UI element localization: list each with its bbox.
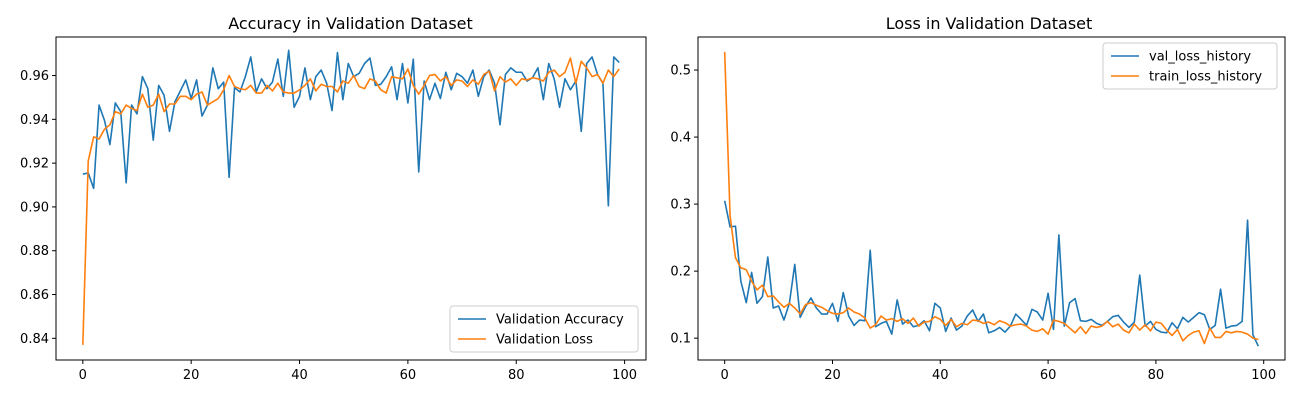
loss-y-tick-label: 0.2 xyxy=(670,265,691,280)
loss-legend: val_loss_history train_loss_history xyxy=(1102,42,1278,90)
loss-chart-title: Loss in Validation Dataset xyxy=(886,14,1093,33)
accuracy-legend: Validation Accuracy Validation Loss xyxy=(449,305,639,353)
loss-x-tick-label: 40 xyxy=(932,368,949,383)
loss-y-tick-label: 0.1 xyxy=(670,332,691,347)
accuracy-x-tick-label: 60 xyxy=(400,368,417,383)
accuracy-chart: Accuracy in Validation Dataset 0 20 40 60 80… xyxy=(20,14,647,383)
loss-x-tick-label: 80 xyxy=(1148,368,1165,383)
accuracy-x-tick-label: 20 xyxy=(183,368,200,383)
loss-y-tick-label: 0.3 xyxy=(670,198,691,213)
accuracy-y-tick-label: 0.90 xyxy=(20,200,49,215)
accuracy-y-tick-label: 0.96 xyxy=(20,69,49,84)
loss-y-tick-label: 0.4 xyxy=(670,131,691,146)
loss-legend-label-1: val_loss_history xyxy=(1149,50,1251,65)
accuracy-x-tick-label: 100 xyxy=(612,368,637,383)
accuracy-chart-title: Accuracy in Validation Dataset xyxy=(228,14,473,33)
loss-series-line-2 xyxy=(723,51,1259,345)
loss-legend-box xyxy=(1102,42,1278,90)
accuracy-legend-label-2: Validation Loss xyxy=(496,333,593,348)
loss-legend-label-2: train_loss_history xyxy=(1149,70,1262,85)
loss-plot-frame xyxy=(697,36,1286,361)
accuracy-x-tick-label: 80 xyxy=(508,368,525,383)
loss-y-tick-label: 0.5 xyxy=(670,64,691,79)
accuracy-y-tick-label: 0.86 xyxy=(20,288,49,303)
accuracy-legend-label-1: Validation Accuracy xyxy=(496,313,624,328)
accuracy-plot-frame xyxy=(55,36,647,361)
accuracy-y-tick-label: 0.88 xyxy=(20,244,49,259)
loss-x-tick-label: 0 xyxy=(721,368,729,383)
accuracy-x-tick-label: 40 xyxy=(291,368,308,383)
accuracy-legend-box xyxy=(449,305,639,353)
accuracy-x-tick-label: 0 xyxy=(79,368,87,383)
accuracy-y-tick-label: 0.92 xyxy=(20,157,49,172)
accuracy-series-line-1 xyxy=(82,49,620,207)
accuracy-y-tick-label: 0.94 xyxy=(20,113,49,128)
loss-chart: Loss in Validation Dataset 0 20 40 60 80 100 0… xyxy=(670,14,1286,383)
loss-x-tick-label: 60 xyxy=(1040,368,1057,383)
accuracy-series-line-2 xyxy=(82,57,620,345)
loss-series-line-1 xyxy=(723,200,1260,347)
loss-x-tick-label: 100 xyxy=(1251,368,1276,383)
loss-x-tick-label: 20 xyxy=(824,368,841,383)
accuracy-y-tick-label: 0.84 xyxy=(20,332,49,347)
